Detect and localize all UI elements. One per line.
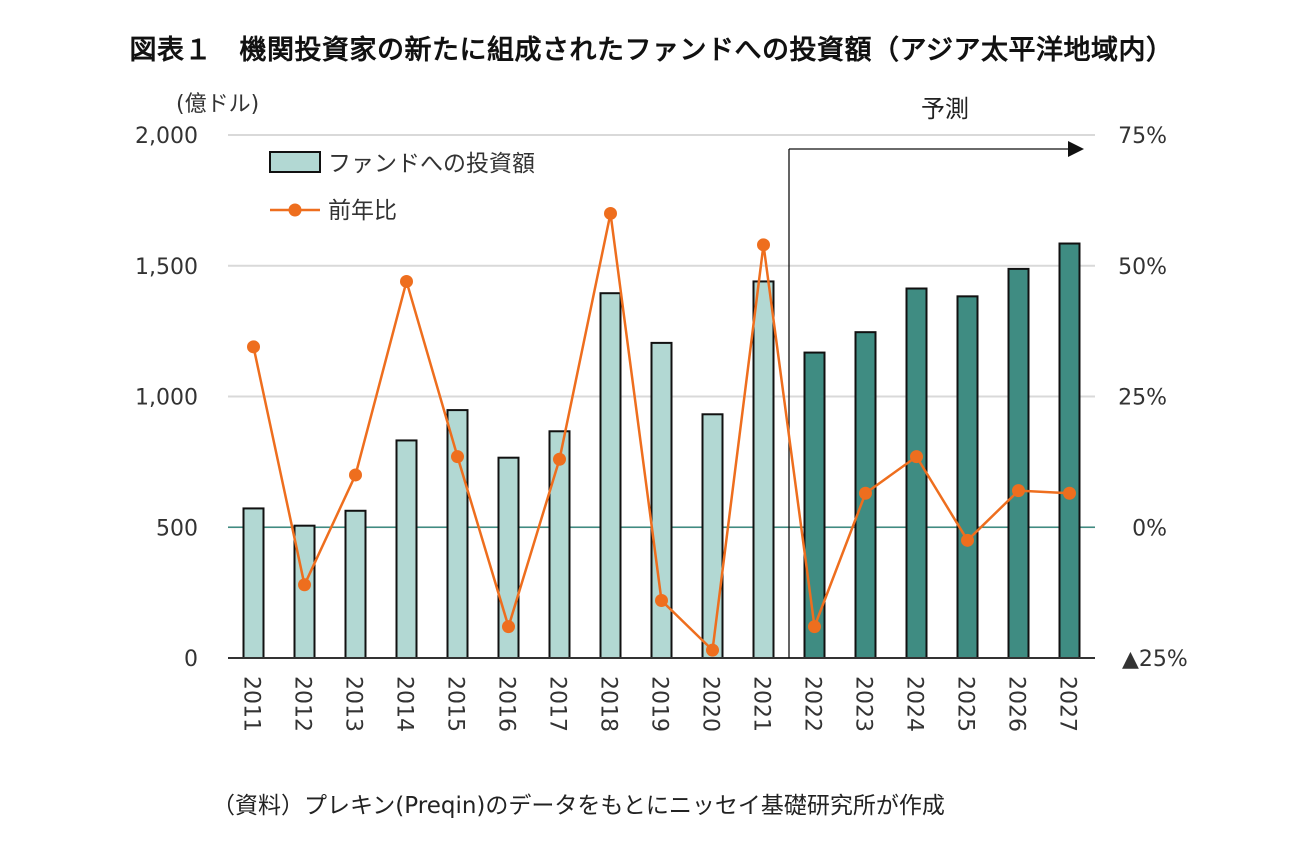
yoy-point [1063,486,1076,500]
x-tick-label: 2013 [341,676,366,732]
right-tick-label: 0% [1132,516,1167,541]
yoy-point [400,274,413,288]
bar [293,524,316,660]
x-tick-label: 2017 [545,676,570,732]
bar [599,292,622,659]
yoy-point [757,238,770,252]
x-tick-label: 2016 [494,676,519,732]
x-tick-label: 2012 [290,676,315,732]
bar [446,409,469,659]
left-tick-label: 1,500 [135,255,198,280]
legend-bar-label: ファンドへの投資額 [328,151,535,177]
x-tick-label: 2024 [902,676,927,732]
x-tick-label: 2025 [953,676,978,732]
yoy-point [451,450,464,464]
bar [956,295,979,659]
x-tick-label: 2011 [239,676,264,732]
yoy-point [910,450,923,464]
x-tick-label: 2020 [698,676,723,732]
yoy-point [553,452,566,466]
left-axis-unit: (億ドル) [176,92,259,117]
x-tick-label: 2021 [749,676,774,732]
source-note: （資料）プレキン(Preqin)のデータをもとにニッセイ基礎研究所が作成 [212,793,945,819]
x-tick-label: 2022 [800,676,825,732]
yoy-point [1012,484,1025,498]
left-tick-label: 1,000 [135,386,198,411]
yoy-point [655,593,668,607]
legend-line-marker [288,203,302,217]
legend-bar-swatch [269,151,321,173]
bar [803,351,826,659]
x-tick-label: 2023 [851,676,876,732]
yoy-point [247,340,260,354]
bar [1007,267,1030,659]
right-tick-label: 75% [1118,124,1167,149]
yoy-point [808,620,821,634]
right-tick-label: 50% [1118,255,1167,280]
x-tick-label: 2018 [596,676,621,732]
chart-title: 図表１ 機関投資家の新たに組成されたファンドへの投資額（アジア太平洋地域内） [129,35,1174,66]
forecast-label: 予測 [921,95,969,123]
right-tick-label: ▲25% [1122,647,1188,672]
x-tick-label: 2015 [443,676,468,732]
left-tick-label: 2,000 [135,124,198,149]
bar [242,507,265,659]
left-tick-label: 500 [156,516,198,541]
x-tick-label: 2026 [1004,676,1029,732]
yoy-point [298,578,311,592]
bar [905,287,928,659]
yoy-point [961,533,974,547]
x-tick-label: 2019 [647,676,672,732]
bar [395,439,418,659]
right-tick-label: 25% [1118,386,1167,411]
left-tick-label: 0 [184,647,198,672]
bar [752,280,775,659]
yoy-point [706,643,719,657]
forecast-arrowhead [1068,141,1084,157]
x-tick-label: 2014 [392,676,417,732]
bar [344,509,367,660]
bar [650,341,673,659]
yoy-point [502,620,515,634]
yoy-point [349,468,362,482]
yoy-point [859,486,872,500]
bar [701,413,724,660]
x-tick-label: 2027 [1055,676,1080,732]
legend-line-label: 前年比 [328,198,397,224]
yoy-point [604,206,617,220]
bar [1058,242,1081,660]
